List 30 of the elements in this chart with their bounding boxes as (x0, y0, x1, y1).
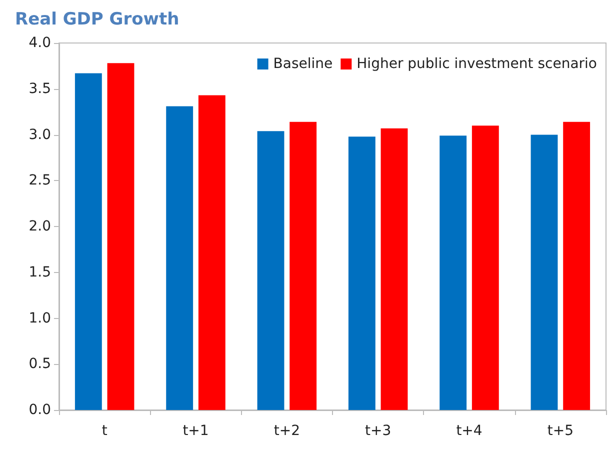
bar (107, 63, 134, 410)
bar (198, 95, 226, 410)
bar (472, 126, 499, 410)
chart-title: Real GDP Growth (15, 10, 180, 30)
x-tick-label: t+2 (274, 423, 300, 439)
y-tick-label: 3.5 (28, 80, 51, 97)
y-tick-label: 4.0 (28, 35, 51, 51)
x-tick-label: t+5 (547, 423, 574, 439)
bar (380, 128, 408, 410)
y-tick-label: 1.5 (28, 264, 51, 280)
y-tick-label: 0.0 (28, 402, 51, 418)
x-tick-label: t (102, 423, 108, 439)
y-tick-label: 3.0 (28, 126, 51, 143)
y-tick-label: 2.5 (28, 172, 51, 189)
x-tick-label: t+3 (365, 423, 392, 439)
legend-label: Higher public investment scenario (356, 56, 598, 72)
y-tick-label: 0.5 (28, 356, 51, 372)
bar (74, 73, 102, 410)
bar (166, 106, 194, 410)
legend-label: Baseline (273, 56, 333, 72)
bar (563, 122, 590, 410)
y-tick-label: 2.0 (28, 218, 51, 234)
x-tick-label: t+4 (456, 423, 482, 439)
x-tick-label: t+1 (182, 423, 209, 439)
bar (257, 131, 284, 410)
bar (290, 122, 317, 410)
bar (440, 136, 467, 410)
bar (530, 134, 558, 410)
y-tick-label: 1.0 (28, 310, 51, 326)
bar (348, 136, 376, 410)
